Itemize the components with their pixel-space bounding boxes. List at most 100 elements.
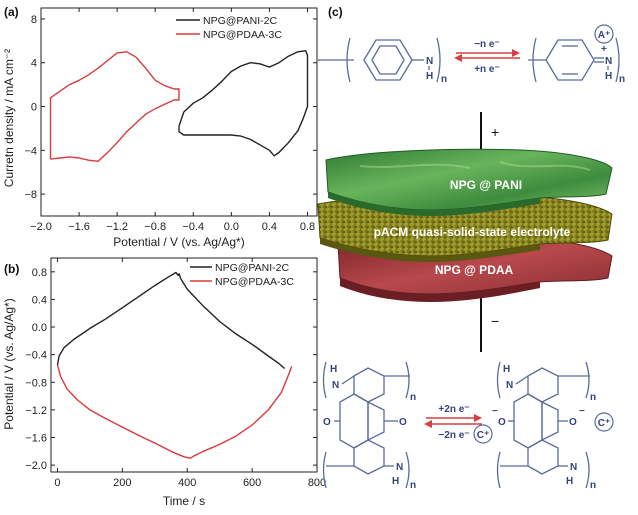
panel-a-series-pdaa xyxy=(49,51,180,163)
panel-b-ytick-label: 0.0 xyxy=(32,322,47,334)
panel-b-xtick-label: 600 xyxy=(243,477,261,489)
panel-a-ytick-label: 0 xyxy=(31,102,37,114)
anion-label: A⁺ xyxy=(598,30,611,41)
negative-terminal-label: − xyxy=(491,313,499,329)
pdaa-left-ring-mid xyxy=(339,393,369,449)
panel-a-ytick-label: −8 xyxy=(24,189,37,201)
panel-a-ylabel: Curretn density / mA cm⁻² xyxy=(2,49,16,187)
pdaa-n-top-right: N xyxy=(506,380,513,391)
panel-b-series-pani xyxy=(56,271,286,370)
pani-n-sub-right: n xyxy=(619,74,625,85)
panel-c-device-schematic: (c) N H n −n e⁻ +n e⁻ + xyxy=(317,5,625,491)
panel-b-series-pdaa xyxy=(56,364,293,459)
panel-a-ytick-label: 8 xyxy=(31,14,37,26)
panel-a-xtick-label: −0.4 xyxy=(182,221,204,233)
panel-a-legend: NPG@PANI-2C NPG@PDAA-3C xyxy=(176,15,282,41)
pdaa-h-top-left: H xyxy=(330,364,337,375)
redox-arrowhead-2 xyxy=(454,54,462,62)
panel-b-ylabel: Potential / V (vs. Ag/Ag*) xyxy=(2,298,16,429)
pdaa-o-right: O xyxy=(399,417,407,428)
pdaa-minus-right: − xyxy=(579,406,585,417)
polyaniline-redox-formula: N H n −n e⁻ +n e⁻ + N H n A⁺ xyxy=(318,24,625,85)
pdaa-right-ring-bottom xyxy=(527,439,559,475)
pdaa-arrowhead-bottom xyxy=(424,420,432,428)
panel-b-xlabel: Time / s xyxy=(163,494,205,508)
panel-b-label: (b) xyxy=(4,262,19,276)
pdaa-bracket-top-l2 xyxy=(496,361,501,399)
panel-b-xtick-label: 800 xyxy=(308,477,326,489)
panel-b-ytick-label: −2.0 xyxy=(25,460,47,472)
redox-label-reduction: +n e⁻ xyxy=(474,64,500,75)
pdaa-o-left: O xyxy=(323,417,331,428)
panel-a-xlabel: Potential / V (vs. Ag/Ag*) xyxy=(113,235,244,249)
pdaa-o-minus-right: O xyxy=(569,417,577,428)
layer-electrolyte-front xyxy=(320,238,540,262)
device-stack: NPG @ PANI pACM quasi-solid-state electr… xyxy=(317,148,613,302)
panel-c-label: (c) xyxy=(328,5,343,19)
panel-b-charge-discharge-chart: (b) 0 200 400 600 800 0.8 0.4 0.0 −0.4 −0.8 −1.2 −1… xyxy=(2,257,326,508)
legend-label-pdaa-a: NPG@PDAA-3C xyxy=(203,29,282,41)
pdaa-n-bottom-left: N xyxy=(396,462,403,473)
layer-pdaa-front xyxy=(340,278,540,302)
pani-texture-2 xyxy=(499,161,591,171)
legend-label-pdaa-b: NPG@PDAA-3C xyxy=(215,276,294,288)
pani-h-right: H xyxy=(605,71,612,82)
panel-a-label: (a) xyxy=(4,5,19,19)
panel-b-legend: NPG@PANI-2C NPG@PDAA-3C xyxy=(190,262,294,288)
panel-a-series-pani xyxy=(178,50,309,157)
pdaa-bracket-top-r1 xyxy=(405,361,410,399)
redox-label-oxidation: −n e⁻ xyxy=(474,39,500,50)
cation-label-right: C⁺ xyxy=(598,418,611,429)
panel-b-ytick-label: −0.8 xyxy=(25,377,47,389)
pdaa-nh-bond-tl xyxy=(341,375,355,385)
pani-n-sub-left: n xyxy=(441,74,447,85)
anion-circle xyxy=(594,24,614,44)
cation-label-left: C⁺ xyxy=(477,430,490,441)
pani-n-right: N xyxy=(605,56,612,67)
panel-b-ytick-label: 0.8 xyxy=(32,267,47,279)
pdaa-h-bottom-left: H xyxy=(392,476,399,487)
cation-circle-right xyxy=(594,412,614,432)
panel-a-ytick-label: 4 xyxy=(31,58,37,70)
legend-label-pani-a: NPG@PANI-2C xyxy=(203,15,277,27)
pdaa-n-bottom-right: N xyxy=(570,462,577,473)
pani-benzene-inner xyxy=(371,45,405,75)
pdaa-h-bottom-right: H xyxy=(566,476,573,487)
pani-plus-charge: + xyxy=(601,44,607,55)
pdaa-n-sub-top-right: n xyxy=(590,392,596,403)
panel-b-series xyxy=(56,271,293,459)
pdaa-bracket-bot-l1 xyxy=(322,451,327,489)
positive-terminal-label: + xyxy=(491,124,499,140)
panel-b-xtick-label: 200 xyxy=(113,477,131,489)
pdaa-o-minus-left: O xyxy=(498,417,506,428)
panel-b-frame xyxy=(50,257,318,473)
pdaa-bracket-bot-r2 xyxy=(585,451,590,489)
pdaa-minus-left: − xyxy=(492,406,498,417)
panel-a-ytick-label: −4 xyxy=(24,145,37,157)
panel-b-ticks: 0 200 400 600 800 0.8 0.4 0.0 −0.4 −0.8 −1.2 −1.6 −2… xyxy=(25,258,326,489)
pani-bracket-left-2 xyxy=(436,37,441,83)
pdaa-left-ring-bottom xyxy=(353,439,385,475)
pdaa-right-ring-center xyxy=(541,400,559,442)
pdaa-label-oxidation: −2n e⁻ xyxy=(438,430,469,441)
pdaa-left-ring-center xyxy=(367,400,385,442)
pani-quinoid-ring xyxy=(545,39,595,81)
layer-label-pdaa: NPG @ PDAA xyxy=(435,263,514,277)
panel-b-ytick-label: −1.6 xyxy=(25,432,47,444)
pdaa-n-top-left: N xyxy=(332,380,339,391)
pdaa-h-top-right: H xyxy=(503,364,510,375)
panel-b-xtick-label: 400 xyxy=(178,477,196,489)
pdaa-bracket-bot-l2 xyxy=(496,451,501,489)
cation-circle-left xyxy=(473,424,493,444)
panel-a-xtick-label: 0.4 xyxy=(262,221,277,233)
pani-bracket-left-1 xyxy=(346,37,351,83)
pdaa-arrowhead-top xyxy=(474,414,482,422)
pani-bracket-right-2 xyxy=(615,37,620,83)
legend-label-pani-b: NPG@PANI-2C xyxy=(215,262,289,274)
redox-arrowhead-1 xyxy=(512,49,520,57)
panel-a-xtick-label: 0.8 xyxy=(300,221,315,233)
pdaa-right-ring-mid xyxy=(513,393,543,449)
panel-b-ytick-label: 0.4 xyxy=(32,294,47,306)
panel-a-xtick-label: −0.8 xyxy=(144,221,166,233)
layer-label-electrolyte: pACM quasi-solid-state electrolyte xyxy=(374,225,571,239)
